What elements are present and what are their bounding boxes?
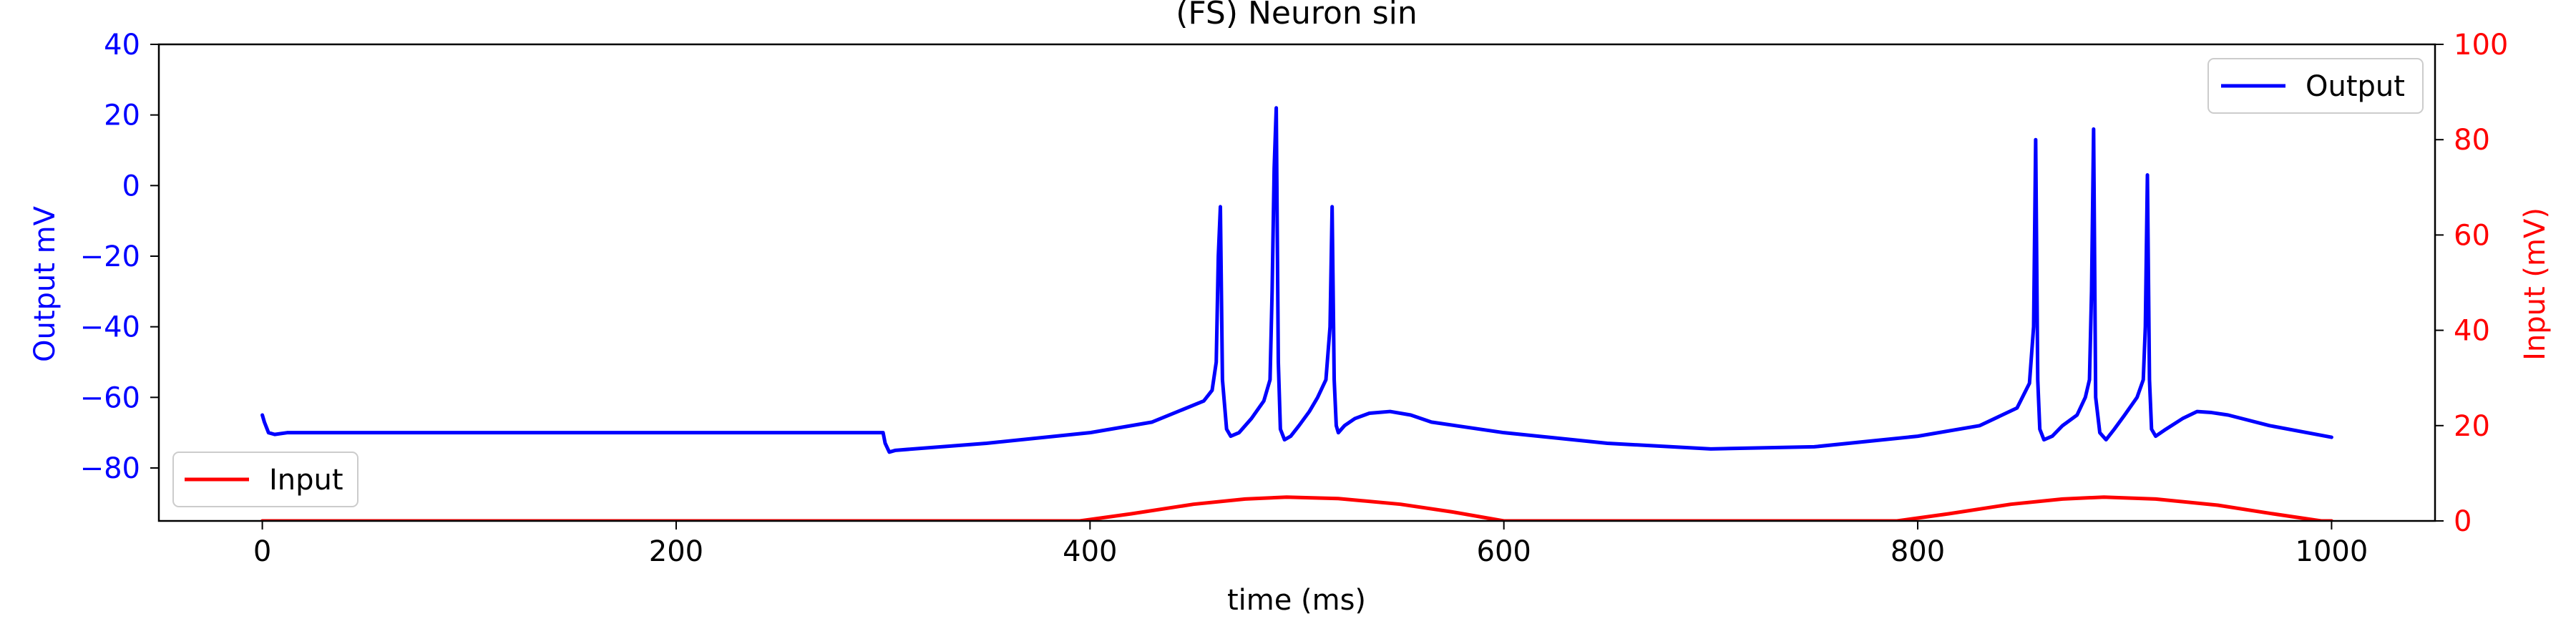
right-axis-label: Input (mV) — [2519, 208, 2552, 361]
x-tick-label: 1000 — [2296, 535, 2368, 568]
legend-input: Input — [172, 452, 358, 507]
axes: 0 200 400 600 800 1000−80−60−40−2002040020406… — [80, 29, 2509, 568]
x-tick-label: 800 — [1890, 535, 1945, 568]
legend-input-box — [172, 452, 358, 507]
right-y-tick-label: 80 — [2454, 124, 2490, 157]
plot-area — [260, 106, 2333, 521]
left-y-tick-label: 20 — [104, 99, 140, 132]
right-y-tick-label: 100 — [2454, 29, 2508, 62]
right-y-tick-label: 20 — [2454, 410, 2490, 443]
series-line-input — [260, 495, 2333, 521]
right-y-tick-label: 0 — [2454, 505, 2472, 538]
x-tick-label: 600 — [1477, 535, 1531, 568]
x-tick-label: 0 — [253, 535, 271, 568]
x-tick-label: 400 — [1063, 535, 1117, 568]
left-axis-label: Output mV — [29, 205, 62, 362]
left-y-tick-label: 0 — [122, 170, 140, 203]
legend-output-box — [2207, 58, 2424, 114]
left-y-tick-label: −60 — [80, 381, 140, 414]
legend-output-label: Output — [2306, 70, 2405, 103]
left-y-tick-label: −20 — [80, 240, 140, 273]
series-line-output — [260, 106, 2333, 454]
x-tick-label: 200 — [649, 535, 703, 568]
plot-frame — [157, 43, 2436, 522]
left-y-tick-label: −80 — [80, 452, 140, 485]
right-y-tick-label: 60 — [2454, 219, 2490, 252]
x-axis-label: time (ms) — [1227, 584, 1366, 617]
chart-title: (FS) Neuron sin — [1176, 0, 1418, 31]
legend-output: Output — [2207, 58, 2424, 114]
left-y-tick-label: 40 — [104, 29, 140, 62]
right-y-tick-label: 40 — [2454, 315, 2490, 348]
legend-input-label: Input — [269, 464, 343, 497]
left-y-tick-label: −40 — [80, 311, 140, 344]
